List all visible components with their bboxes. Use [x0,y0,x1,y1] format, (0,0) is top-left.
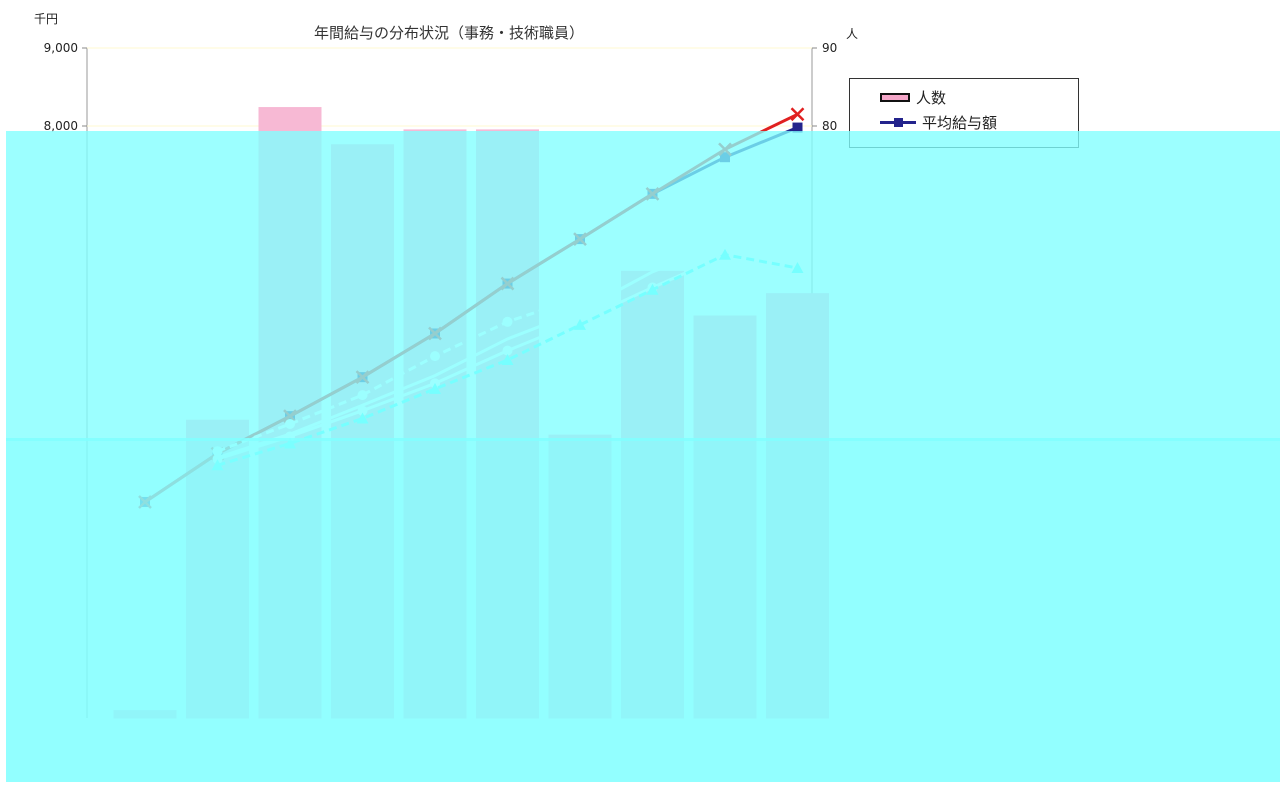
overlay-panel-bottom [6,438,1280,782]
chart-title: 年間給与の分布状況（事務・技術職員） [314,24,585,42]
overlay-panel-top [6,131,1280,441]
legend-item-avg-salary: 平均給与額 [880,112,997,132]
left-tick-label: 9,000 [44,41,78,55]
left-axis-unit: 千円 [34,12,59,26]
series-marker [792,122,803,133]
legend-bar-swatch [880,92,910,102]
right-tick-label: 90 [822,41,837,55]
legend-label-avg-salary: 平均給与額 [922,113,998,132]
left-tick-label: 8,000 [44,119,78,133]
legend-item-headcount: 人数 [880,87,946,107]
series-marker [790,107,805,122]
legend-label-headcount: 人数 [916,88,947,107]
right-axis-unit: 人 [846,27,859,41]
right-tick-label: 80 [822,119,837,133]
legend-line-swatch [880,117,916,127]
